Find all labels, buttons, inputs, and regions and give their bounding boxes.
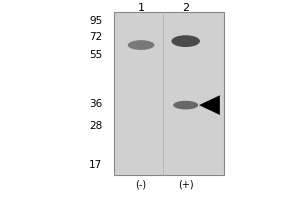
Text: 2: 2 <box>182 3 189 13</box>
Text: 36: 36 <box>89 99 102 109</box>
Text: 72: 72 <box>89 32 102 42</box>
Text: 95: 95 <box>89 16 102 26</box>
Text: (+): (+) <box>178 180 194 190</box>
Text: 1: 1 <box>138 3 145 13</box>
Bar <box>114 12 224 175</box>
Text: 17: 17 <box>89 160 102 170</box>
Ellipse shape <box>128 40 154 50</box>
Ellipse shape <box>173 101 198 109</box>
Polygon shape <box>199 95 220 115</box>
Ellipse shape <box>171 35 200 47</box>
Text: 55: 55 <box>89 50 102 60</box>
Text: 28: 28 <box>89 121 102 131</box>
Text: (-): (-) <box>136 180 147 190</box>
